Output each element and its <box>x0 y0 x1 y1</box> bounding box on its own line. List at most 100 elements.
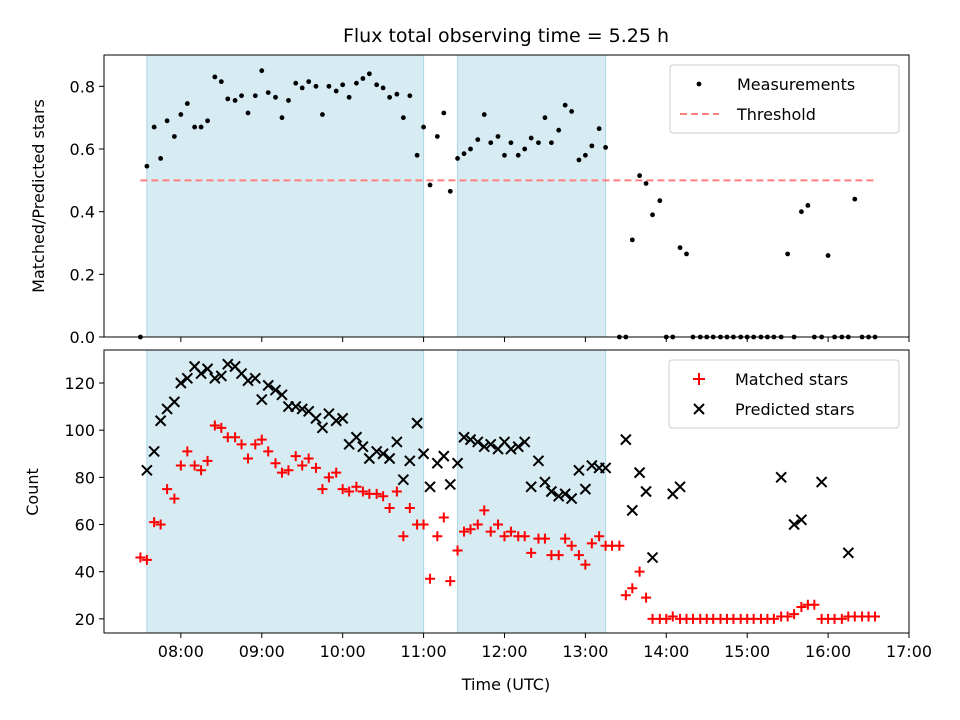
data-point-predicted <box>276 389 288 401</box>
data-point <box>629 237 635 243</box>
data-point <box>421 124 426 130</box>
data-point-predicted <box>646 551 659 564</box>
data-point <box>852 196 858 202</box>
count-panel: 20 40 60 80 100 120 08:00 09:00 10:00 11:00 12:00 1… <box>64 349 932 661</box>
data-point <box>825 253 831 258</box>
legend-frame <box>669 64 900 134</box>
x-tick-label: 15:00 <box>724 642 770 661</box>
y-tick-label: 120 <box>64 374 95 393</box>
data-point <box>239 93 244 99</box>
x-tick-label: 16:00 <box>805 642 851 661</box>
data-point-predicted <box>640 485 652 498</box>
data-point-matched <box>135 552 146 563</box>
data-point-matched <box>175 460 186 471</box>
data-point-matched <box>485 526 496 537</box>
data-point <box>333 88 339 94</box>
data-point-matched <box>141 554 152 565</box>
data-point-predicted <box>336 412 349 425</box>
data-point <box>576 157 582 163</box>
legend-frame <box>668 359 900 429</box>
axes-frame <box>103 349 910 634</box>
data-point-predicted <box>545 485 558 498</box>
data-point <box>461 151 467 157</box>
data-point-matched <box>283 465 294 476</box>
data-point <box>299 85 305 91</box>
data-point-matched <box>404 503 415 514</box>
data-point-matched <box>499 531 510 542</box>
y-tick-label: 40 <box>75 563 95 582</box>
data-point-predicted <box>626 504 639 517</box>
data-point-matched <box>418 519 429 530</box>
data-point <box>184 101 190 106</box>
data-point-predicted <box>478 440 490 453</box>
data-point <box>144 163 150 169</box>
data-point <box>366 71 372 77</box>
shaded-interval <box>146 54 425 338</box>
data-point-matched <box>263 446 274 457</box>
data-point-matched <box>182 446 193 457</box>
data-point <box>171 134 177 139</box>
data-point-predicted <box>310 412 322 425</box>
shaded-interval <box>457 54 607 338</box>
data-point-matched <box>526 547 537 558</box>
x-tick-label: 13:00 <box>562 642 608 661</box>
data-point-predicted <box>397 474 410 486</box>
data-point <box>502 152 507 158</box>
data-point-matched <box>586 538 597 549</box>
data-point <box>441 110 447 116</box>
data-point <box>360 76 366 81</box>
data-point-matched <box>351 481 362 492</box>
data-point <box>387 94 392 100</box>
data-point-predicted <box>249 372 261 385</box>
data-point-predicted <box>674 481 686 493</box>
data-point-matched <box>661 613 672 624</box>
data-point-matched <box>519 531 530 542</box>
data-point-matched <box>391 486 402 497</box>
data-point <box>589 143 595 149</box>
shaded-interval <box>457 349 607 634</box>
data-point-predicted <box>512 440 524 453</box>
data-point <box>218 79 224 85</box>
data-point-predicted <box>242 374 254 387</box>
data-point-matched <box>331 467 342 478</box>
data-point-matched <box>189 460 200 471</box>
data-point-predicted <box>552 490 565 502</box>
axes-frame <box>103 54 910 338</box>
data-point <box>522 146 528 152</box>
x-tick-label: 10:00 <box>320 642 366 661</box>
data-point <box>346 94 352 100</box>
data-point-matched <box>337 484 348 495</box>
data-point <box>455 156 460 161</box>
data-point-matched <box>196 465 207 476</box>
data-point <box>650 212 655 218</box>
data-point <box>151 124 157 130</box>
data-point <box>394 91 400 97</box>
data-point <box>528 135 534 141</box>
data-point-predicted <box>633 466 646 479</box>
y-tick-label: 60 <box>75 516 95 535</box>
data-point-matched <box>479 505 490 516</box>
x-tick-label: 12:00 <box>481 642 527 661</box>
data-point-predicted <box>586 459 598 472</box>
legend-marker-matched <box>693 373 705 385</box>
data-point <box>556 127 562 133</box>
data-point-predicted <box>815 476 828 488</box>
data-point-matched <box>317 484 328 495</box>
data-point <box>684 251 689 257</box>
data-point <box>225 96 231 102</box>
x-tick-label: 11:00 <box>401 642 447 661</box>
data-point-predicted <box>377 448 389 460</box>
y-tick-label: 0.8 <box>70 77 95 96</box>
data-point <box>407 93 413 99</box>
data-point-matched <box>614 540 625 551</box>
data-point <box>293 80 299 86</box>
data-point-predicted <box>391 436 403 448</box>
data-point <box>495 134 501 139</box>
y-tick-label: 0.2 <box>70 265 95 284</box>
data-point-matched <box>782 611 793 622</box>
data-point <box>596 126 602 132</box>
data-point <box>798 209 804 215</box>
data-point <box>569 109 575 114</box>
data-point-predicted <box>148 445 160 458</box>
